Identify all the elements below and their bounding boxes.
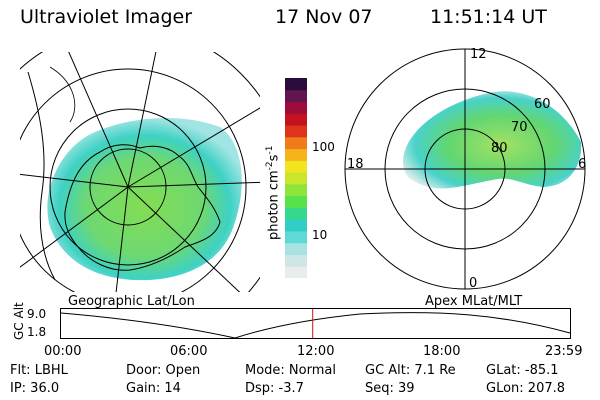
- time-tick-0600: 06:00: [170, 344, 208, 359]
- geographic-caption: Geographic Lat/Lon: [68, 294, 195, 309]
- altitude-plot: [60, 308, 571, 339]
- gain-info: Gain: 14: [126, 381, 181, 396]
- colorbar-swatch: [285, 148, 307, 161]
- colorbar-swatch: [285, 266, 307, 278]
- colorbar-swatch: [285, 113, 307, 126]
- altitude-ylabel: GC Alt: [12, 302, 26, 340]
- altitude-ytick-high: 9.0: [27, 307, 47, 321]
- altitude-curve: [60, 312, 571, 339]
- mlat-label-70: 70: [511, 120, 528, 135]
- time-tick-2359: 23:59: [545, 344, 583, 359]
- colorbar-swatch: [285, 183, 307, 197]
- instrument-title: Ultraviolet Imager: [20, 6, 193, 28]
- colorbar-swatch: [285, 254, 307, 267]
- geographic-map: [20, 52, 260, 292]
- colorbar-swatch: [285, 172, 307, 185]
- colorbar-tick-10: 10: [312, 228, 328, 242]
- filter-info: Flt: LBHL: [10, 363, 68, 378]
- polar-plot: [344, 48, 586, 290]
- colorbar-swatch: [285, 160, 307, 173]
- colorbar-swatch: [285, 242, 307, 255]
- mlat-label-80: 80: [491, 141, 508, 156]
- dsp-info: Dsp: -3.7: [245, 381, 304, 396]
- altitude-ytick-low: 1.8: [27, 325, 47, 339]
- time-tick-1200: 12:00: [297, 344, 335, 359]
- mlt-label-12: 12: [470, 47, 487, 62]
- colorbar-swatch: [285, 136, 307, 150]
- apex-caption: Apex MLat/MLT: [425, 294, 523, 309]
- mlt-label-18: 18: [347, 157, 364, 172]
- colorbar-swatch: [285, 195, 307, 208]
- colorbar-swatch: [285, 219, 307, 232]
- date-label: 17 Nov 07: [275, 6, 373, 28]
- aurora-emission-region: [47, 117, 242, 281]
- colorbar-swatch: [285, 78, 307, 91]
- colorbar-label: photon cm-2s-1: [265, 145, 282, 240]
- time-tick-0000: 00:00: [44, 344, 82, 359]
- colorbar-swatch: [285, 125, 307, 138]
- glon-info: GLon: 207.8: [486, 381, 566, 396]
- mlat-label-60: 60: [534, 97, 551, 112]
- colorbar-tick-100: 100: [312, 140, 335, 154]
- colorbar-swatch: [285, 101, 307, 114]
- sequence-info: Seq: 39: [365, 381, 415, 396]
- colorbar-swatch: [285, 207, 307, 220]
- gc-alt-info: GC Alt: 7.1 Re: [365, 363, 456, 378]
- ip-info: IP: 36.0: [10, 381, 60, 396]
- door-info: Door: Open: [126, 363, 201, 378]
- mlt-label-0: 0: [469, 276, 478, 291]
- mlt-label-6: 6: [578, 157, 587, 172]
- colorbar-swatch: [285, 89, 307, 103]
- time-label: 11:51:14 UT: [430, 6, 547, 28]
- coastline: [64, 144, 221, 271]
- mode-info: Mode: Normal: [245, 363, 336, 378]
- colorbar-swatch: [285, 230, 307, 244]
- glat-info: GLat: -85.1: [486, 363, 559, 378]
- colorbar: [285, 78, 307, 278]
- time-tick-1800: 18:00: [423, 344, 461, 359]
